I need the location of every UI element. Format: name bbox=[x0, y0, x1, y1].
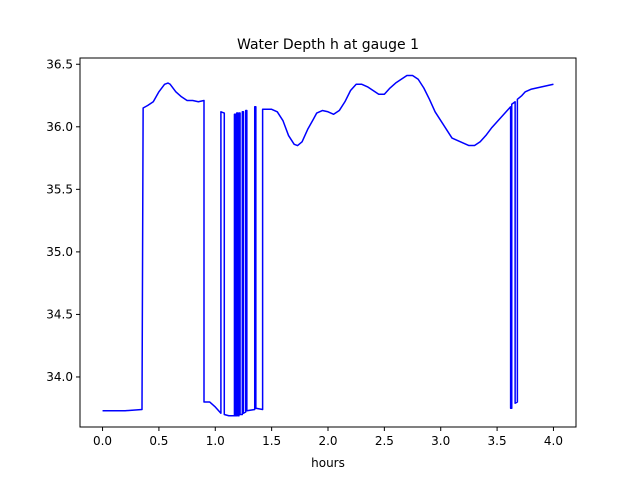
plot-frame bbox=[79, 57, 577, 428]
x-tick-label: 4.0 bbox=[544, 434, 563, 448]
x-tick-label: 3.0 bbox=[431, 434, 450, 448]
y-axis: 34.0 34.5 35.0 35.5 36.0 36.5 bbox=[46, 57, 80, 384]
x-tick-label: 2.5 bbox=[375, 434, 394, 448]
y-tick-label: 36.0 bbox=[46, 120, 73, 134]
x-axis-label: hours bbox=[311, 456, 345, 470]
x-tick-label: 0.0 bbox=[93, 434, 112, 448]
plot-area bbox=[102, 74, 554, 417]
x-tick-label: 1.5 bbox=[262, 434, 281, 448]
y-tick-label: 35.5 bbox=[46, 182, 73, 196]
y-tick-label: 36.5 bbox=[46, 57, 73, 71]
chart-title: Water Depth h at gauge 1 bbox=[237, 37, 419, 53]
y-tick-label: 34.5 bbox=[46, 307, 73, 321]
x-tick-label: 3.5 bbox=[488, 434, 507, 448]
x-tick-label: 1.0 bbox=[206, 434, 225, 448]
y-tick-label: 35.0 bbox=[46, 245, 73, 259]
x-axis: 0.0 0.5 1.0 1.5 2.0 2.5 3.0 3.5 4.0 bbox=[93, 427, 563, 448]
x-tick-label: 2.0 bbox=[318, 434, 337, 448]
series-line-0 bbox=[102, 74, 554, 417]
y-tick-label: 34.0 bbox=[46, 370, 73, 384]
x-tick-label: 0.5 bbox=[149, 434, 168, 448]
